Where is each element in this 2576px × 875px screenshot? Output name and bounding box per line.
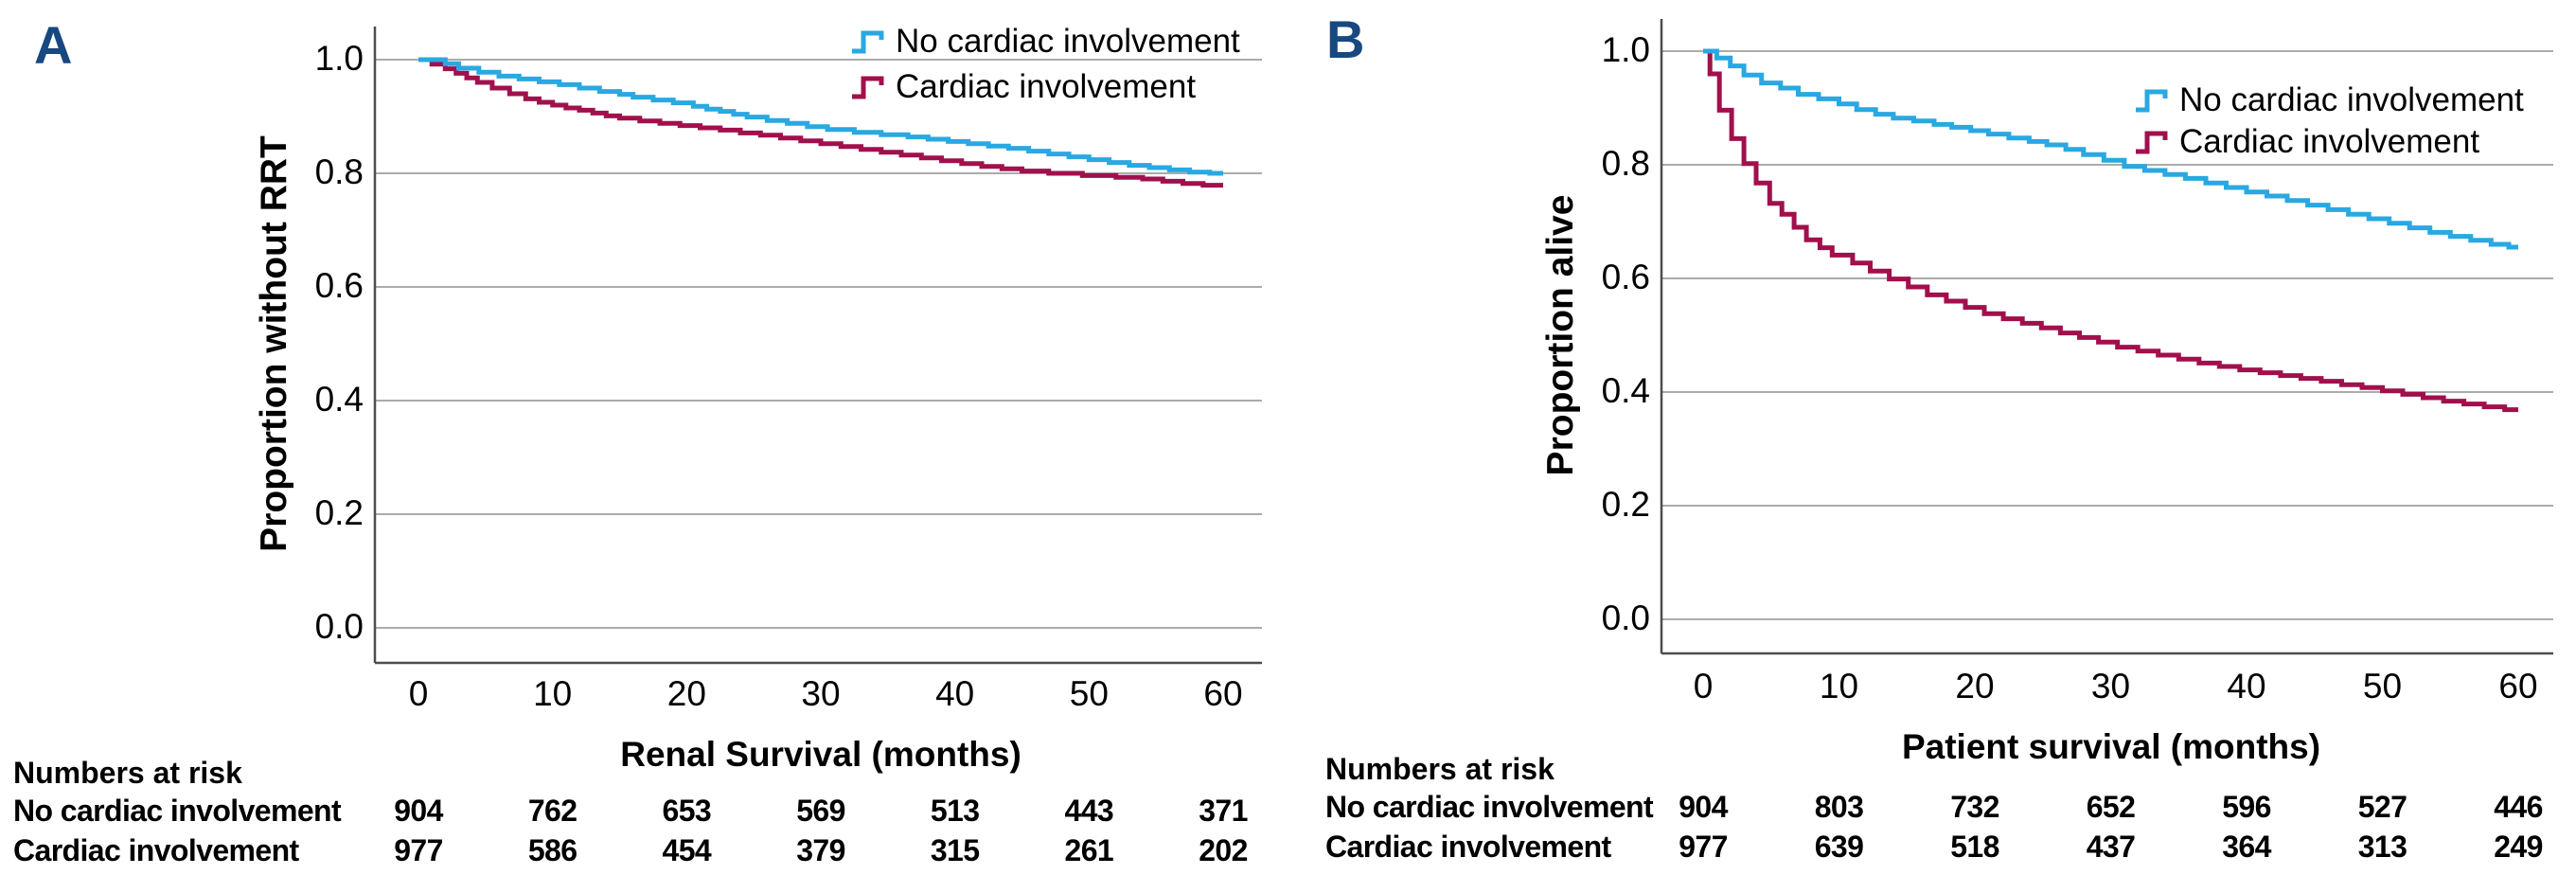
risk-count: 652 (2086, 790, 2136, 824)
risk-count: 371 (1199, 794, 1248, 828)
x-tick-label: 10 (533, 674, 573, 713)
km-curve-no-cardiac (1703, 48, 2518, 250)
x-axis-title: Patient survival (months) (1901, 727, 2321, 766)
x-tick-label: 40 (935, 674, 975, 713)
risk-count: 653 (662, 794, 712, 828)
x-tick-label: 20 (1955, 667, 1995, 705)
risk-count: 315 (930, 833, 980, 867)
step-line-icon (2136, 131, 2168, 154)
risk-count: 443 (1064, 794, 1114, 828)
risk-count: 732 (1950, 790, 1999, 824)
legend-label: No cardiac involvement (2179, 81, 2524, 118)
legend-label: Cardiac involvement (896, 68, 1197, 105)
km-plot-patient-survival (1660, 19, 2553, 655)
risk-row-label: No cardiac involvement (1325, 790, 1654, 824)
risk-count: 527 (2357, 790, 2407, 824)
x-tick-label: 50 (1069, 674, 1109, 713)
x-axis-title: Renal Survival (months) (620, 735, 1022, 774)
x-tick-label: 60 (1203, 674, 1243, 713)
risk-count: 904 (1679, 790, 1728, 824)
legend-item-no-cardiac: No cardiac involvement (850, 23, 1240, 61)
risk-row-label: Cardiac involvement (1325, 830, 1611, 864)
numbers-at-risk-header: Numbers at risk (13, 756, 242, 790)
legend-label: Cardiac involvement (2179, 123, 2480, 160)
y-axis-title: Proportion without RRT (254, 135, 294, 552)
y-tick-label: 0.2 (314, 493, 364, 532)
x-tick-label: 40 (2227, 667, 2266, 705)
panel-a-label: A (34, 15, 73, 75)
km-curve-no-cardiac (418, 57, 1223, 176)
risk-count: 454 (662, 833, 712, 867)
risk-row-label: No cardiac involvement (13, 794, 342, 828)
x-tick-label: 0 (1693, 667, 1714, 705)
risk-count: 313 (2357, 830, 2407, 864)
risk-count: 446 (2494, 790, 2543, 824)
y-tick-label: 1.0 (1601, 30, 1650, 69)
y-tick-label: 0.2 (1601, 485, 1650, 524)
panel-b-label: B (1326, 9, 1365, 69)
risk-count: 639 (1814, 830, 1864, 864)
step-line-icon (2136, 89, 2168, 113)
legend-item-cardiac: Cardiac involvement (850, 68, 1196, 106)
y-axis-title: Proportion alive (1540, 194, 1581, 476)
km-curve-cardiac (1703, 48, 2518, 413)
risk-count: 437 (2086, 830, 2136, 864)
legend-item-cardiac: Cardiac involvement (2134, 123, 2479, 161)
panel-a: A Proportion without RRT No cardiac invo… (13, 15, 1262, 867)
step-line-icon (852, 30, 884, 54)
km-curve-cardiac (418, 57, 1223, 188)
x-tick-label: 30 (2090, 667, 2131, 705)
risk-count: 202 (1199, 833, 1248, 867)
step-line-icon (852, 76, 884, 99)
x-tick-label: 10 (1819, 667, 1859, 705)
y-tick-label: 0.0 (314, 607, 364, 646)
risk-count: 586 (527, 833, 577, 867)
y-tick-label: 0.8 (314, 152, 364, 191)
risk-count: 803 (1814, 790, 1864, 824)
x-tick-label: 20 (666, 674, 706, 713)
y-tick-label: 0.6 (1601, 258, 1650, 296)
risk-count: 977 (1679, 830, 1728, 864)
x-tick-label: 60 (2498, 667, 2538, 705)
legend-item-no-cardiac: No cardiac involvement (2134, 81, 2524, 119)
y-tick-label: 0.4 (1601, 371, 1650, 410)
legend-label: No cardiac involvement (896, 23, 1240, 60)
y-tick-label: 0.4 (314, 380, 364, 419)
risk-count: 596 (2222, 790, 2271, 824)
x-tick-label: 30 (801, 674, 841, 713)
risk-count: 364 (2222, 830, 2271, 864)
y-tick-label: 0.6 (314, 266, 364, 305)
panel-b: B Proportion alive No cardiac involvemen… (1288, 0, 2576, 875)
x-tick-label: 0 (408, 674, 429, 713)
risk-count: 261 (1064, 833, 1114, 867)
km-plot-renal-survival (373, 27, 1262, 665)
risk-count: 518 (1950, 830, 1999, 864)
risk-row-label: Cardiac involvement (13, 833, 299, 867)
risk-count: 249 (2494, 830, 2543, 864)
numbers-at-risk-header: Numbers at risk (1325, 752, 1554, 786)
y-tick-label: 0.8 (1601, 144, 1650, 183)
risk-count: 379 (796, 833, 845, 867)
x-tick-label: 50 (2362, 667, 2403, 705)
y-tick-label: 0.0 (1601, 598, 1650, 637)
risk-count: 904 (394, 794, 443, 828)
risk-count: 569 (796, 794, 845, 828)
y-tick-label: 1.0 (314, 39, 364, 78)
risk-count: 762 (527, 794, 577, 828)
risk-count: 513 (930, 794, 980, 828)
risk-count: 977 (394, 833, 443, 867)
